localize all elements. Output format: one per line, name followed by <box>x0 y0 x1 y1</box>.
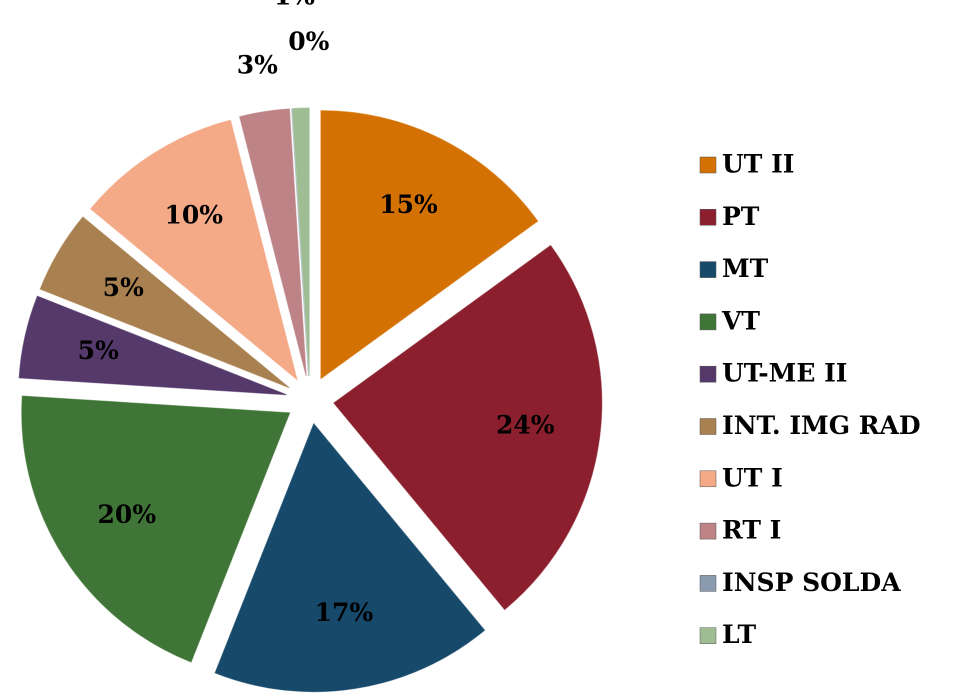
data-label: 17% <box>315 598 374 627</box>
pie-slice <box>214 422 486 693</box>
legend-label: VT <box>721 306 760 335</box>
pie-slice <box>18 295 287 396</box>
legend-label: MT <box>722 254 769 283</box>
data-label: 5% <box>103 273 144 302</box>
legend-swatch <box>699 627 717 644</box>
pie-slice <box>333 244 603 611</box>
data-label: 15% <box>379 190 438 219</box>
pie-slice <box>291 107 310 377</box>
legend-label: RT I <box>722 516 781 545</box>
legend-label: LT <box>722 620 757 649</box>
legend-label: INSP SOLDA <box>722 568 901 597</box>
legend-swatch <box>699 575 717 592</box>
data-label: 20% <box>98 500 157 529</box>
legend-label: UT I <box>722 463 783 492</box>
legend-swatch <box>699 156 717 174</box>
pie-slice <box>320 110 539 380</box>
pie-slice <box>39 216 290 389</box>
legend-label: PT <box>722 202 760 231</box>
legend-swatch <box>699 313 717 331</box>
data-label: 24% <box>496 411 555 440</box>
legend-swatch <box>699 522 717 540</box>
data-label: 5% <box>78 336 119 365</box>
data-label: 3% <box>237 51 278 80</box>
data-label: 10% <box>164 200 223 229</box>
legend-swatch <box>699 365 717 383</box>
legend-swatch <box>699 418 717 435</box>
legend-label: UT-ME II <box>722 359 847 388</box>
pie-slice <box>89 119 299 382</box>
legend-swatch <box>699 209 717 226</box>
legend-label: INT. IMG RAD <box>722 411 921 440</box>
pie-slice <box>238 108 307 377</box>
legend-label: UT II <box>722 150 795 179</box>
data-label: 1% <box>274 0 315 11</box>
legend-swatch <box>699 470 717 488</box>
pie-slice <box>21 395 291 663</box>
data-label: 0% <box>288 27 329 56</box>
legend-swatch <box>699 261 717 278</box>
